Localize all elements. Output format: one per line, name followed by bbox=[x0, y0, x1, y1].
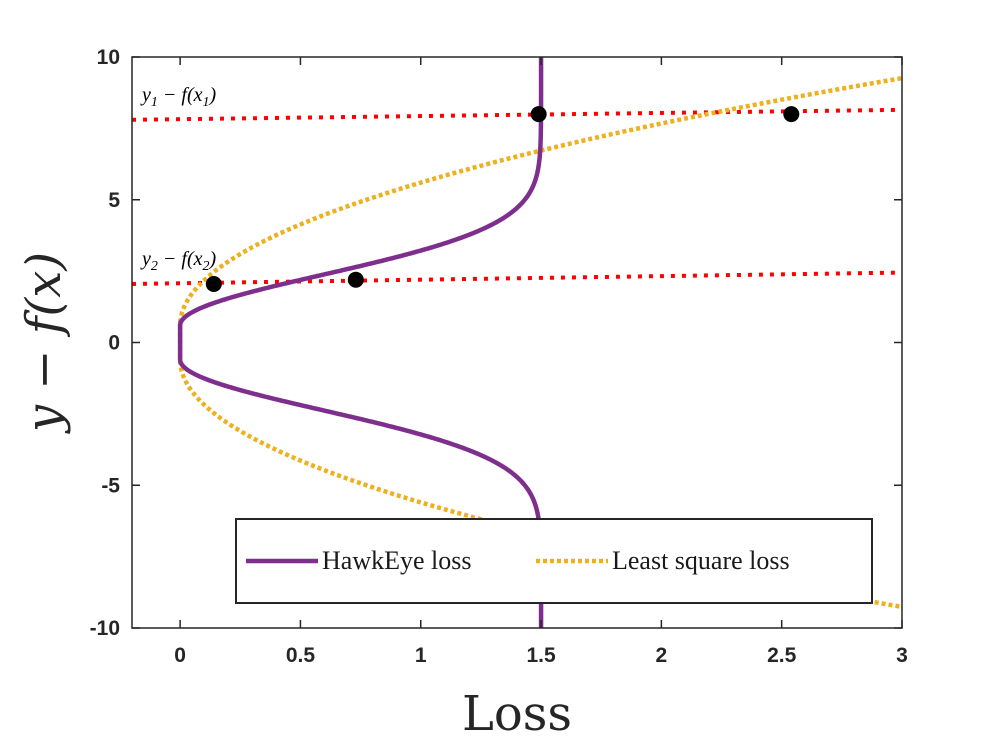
reference-lines bbox=[132, 107, 902, 286]
annotation-2: y2 − f(x2) bbox=[140, 248, 216, 274]
x-tick-label: 0.5 bbox=[286, 644, 316, 667]
x-axis-ticks: 0 0.5 1 1.5 2 2.5 3 bbox=[174, 57, 908, 667]
legend: HawkEye loss Least square loss bbox=[235, 518, 873, 604]
reference-line-1 bbox=[132, 107, 902, 122]
y-tick-label: 5 bbox=[108, 189, 120, 212]
x-tick-label: 2.5 bbox=[767, 644, 797, 667]
y-axis-ticks: -10 -5 0 5 10 bbox=[90, 46, 902, 640]
marker-1 bbox=[530, 106, 547, 123]
marker-4 bbox=[347, 271, 364, 288]
annotation-1: y1 − f(x1) bbox=[140, 84, 216, 110]
x-tick-label: 0 bbox=[174, 644, 186, 667]
y-tick-label: -10 bbox=[90, 617, 120, 640]
y-axis-label: y − f(x) bbox=[16, 252, 72, 434]
x-tick-label: 2 bbox=[656, 644, 668, 667]
y-tick-label: 0 bbox=[108, 332, 120, 355]
y-tick-label: -5 bbox=[101, 474, 120, 497]
marker-3 bbox=[205, 275, 222, 292]
legend-label-hawkeye-loss: HawkEye loss bbox=[322, 546, 471, 575]
marker-2 bbox=[783, 106, 800, 123]
annotations: y1 − f(x1) y2 − f(x2) bbox=[140, 84, 216, 274]
x-tick-label: 3 bbox=[896, 644, 908, 667]
y-tick-label: 10 bbox=[97, 46, 120, 69]
markers bbox=[205, 106, 800, 292]
x-tick-label: 1.5 bbox=[526, 644, 556, 667]
legend-label-least-square-loss: Least square loss bbox=[612, 546, 790, 575]
x-axis-label: Loss bbox=[462, 686, 572, 742]
x-tick-label: 1 bbox=[415, 644, 427, 667]
reference-line-2 bbox=[132, 270, 902, 286]
